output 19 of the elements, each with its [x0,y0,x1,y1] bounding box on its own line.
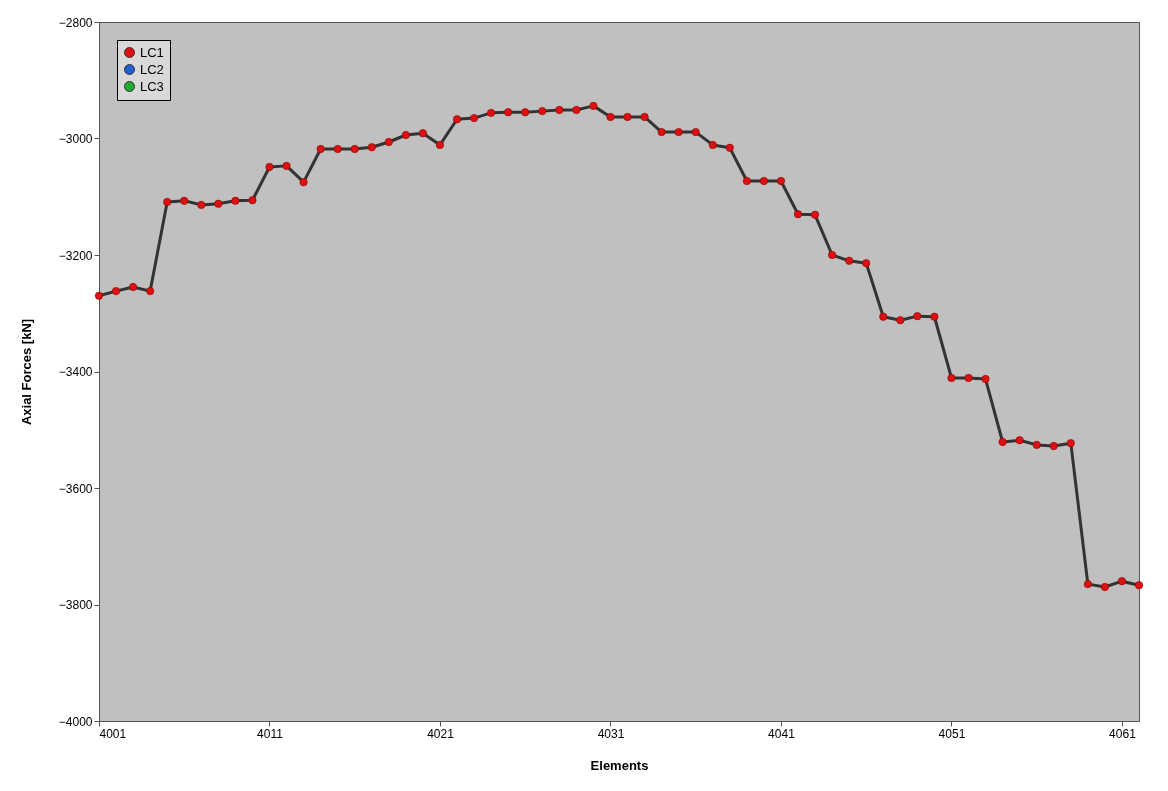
x-tick-label: 4021 [427,726,455,741]
x-tick-label: 4011 [257,726,284,741]
y-tick-label: −3000 [58,132,93,146]
x-tick-label: 4061 [1109,726,1137,741]
legend-label: LC1 [140,44,164,60]
x-tick-label: 4031 [597,726,625,741]
legend-label: LC2 [140,61,164,77]
y-tick-label: −4000 [58,714,93,729]
x-tick-label: 4051 [938,726,966,741]
x-axis-title: Elements [590,757,649,773]
y-tick-label: −3400 [58,365,93,379]
y-tick-label: −3200 [58,248,93,263]
x-tick-label: 4041 [768,726,796,741]
y-axis-title: Axial Forces [kN] [18,318,34,426]
y-tick-label: −3800 [58,598,93,612]
y-tick-label: −3600 [58,481,93,496]
x-tick-label: 4001 [99,726,127,741]
legend-label: LC3 [140,78,164,94]
y-tick-label: −2800 [58,15,93,30]
